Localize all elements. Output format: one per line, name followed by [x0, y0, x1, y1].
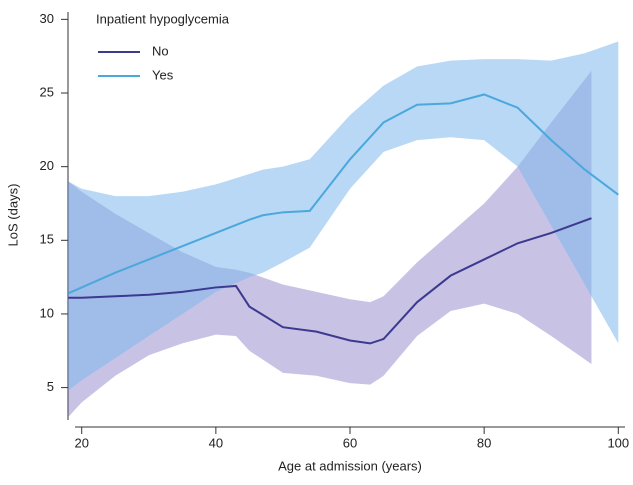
x-tick-label: 80 — [477, 435, 491, 450]
x-tick-label: 20 — [74, 435, 88, 450]
confidence-band — [68, 70, 592, 418]
y-tick-label: 10 — [40, 305, 54, 320]
x-tick-label: 40 — [209, 435, 223, 450]
y-tick-label: 5 — [47, 379, 54, 394]
y-tick-label: 30 — [40, 11, 54, 26]
x-tick-label: 100 — [607, 435, 629, 450]
x-axis-label: Age at admission (years) — [278, 458, 422, 473]
line — [68, 217, 592, 345]
confidence-band — [68, 41, 619, 391]
y-tick-label: 15 — [40, 232, 54, 247]
y-axis-label: LoS (days) — [5, 184, 20, 247]
y-tick-label: 25 — [40, 84, 54, 99]
y-tick-label: 20 — [40, 158, 54, 173]
legend-title: Inpatient hypoglycemia — [96, 11, 230, 26]
x-tick-label: 60 — [343, 435, 357, 450]
line — [67, 93, 619, 295]
legend-label: Yes — [152, 67, 174, 82]
legend-label: No — [152, 43, 169, 58]
